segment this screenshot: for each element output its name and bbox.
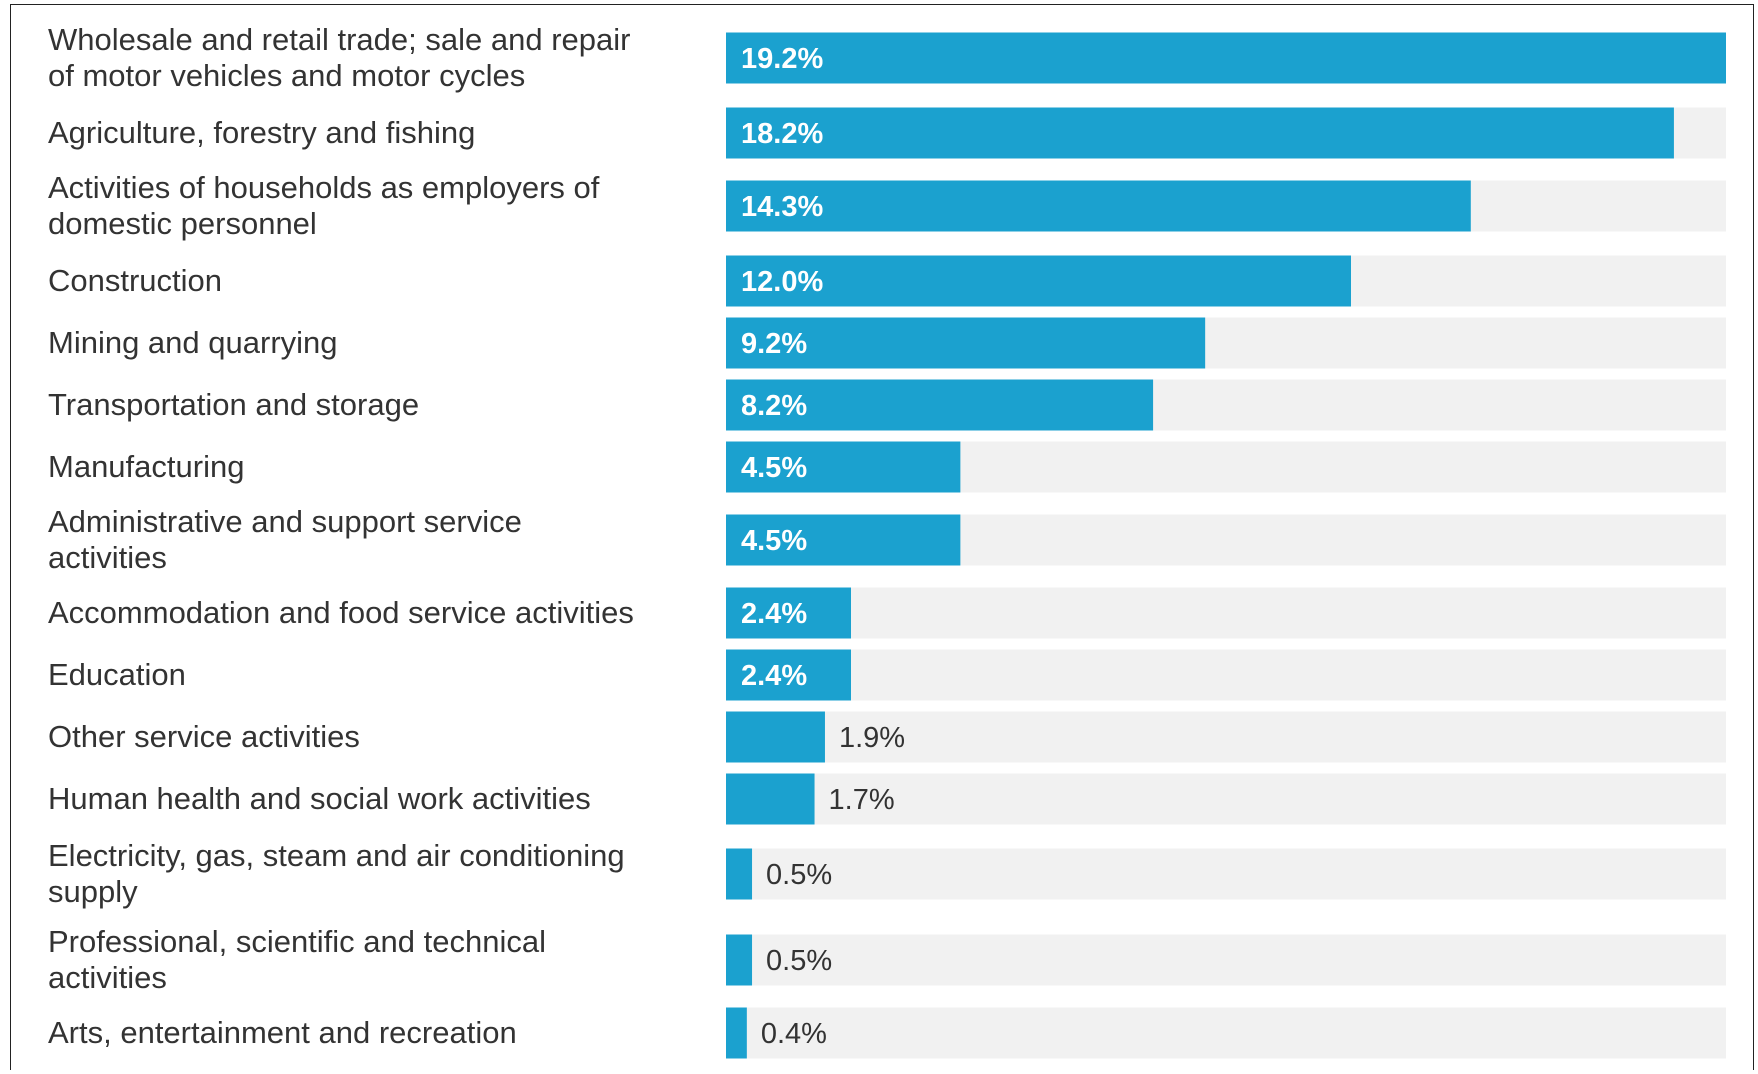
bar bbox=[726, 649, 851, 701]
bar-row: 2.4% Accommodation and food service activ… bbox=[48, 587, 1726, 639]
bar-row: 19.2% Wholesale and retail trade; sale an… bbox=[48, 22, 1726, 93]
bar-row: 12.0% Construction bbox=[48, 255, 1726, 307]
bar bbox=[726, 32, 1726, 84]
data-label: 8.2% bbox=[741, 390, 807, 422]
category-label: Wholesale and retail trade; sale and rep… bbox=[48, 22, 630, 93]
bar bbox=[726, 180, 1471, 232]
category-label: Agriculture, forestry and fishing bbox=[48, 115, 475, 150]
bar bbox=[726, 934, 753, 986]
bar bbox=[726, 848, 753, 900]
bar-track bbox=[726, 1007, 1726, 1059]
category-label: Manufacturing bbox=[48, 449, 244, 484]
data-label: 4.5% bbox=[741, 452, 807, 484]
data-label: 1.7% bbox=[829, 784, 895, 816]
category-label: Accommodation and food service activitie… bbox=[48, 595, 634, 630]
data-label: 14.3% bbox=[741, 191, 823, 223]
data-label: 0.5% bbox=[766, 859, 832, 891]
bar bbox=[726, 773, 815, 825]
bar-row: 2.4% Education bbox=[48, 649, 1726, 701]
bar bbox=[726, 107, 1674, 159]
bar-row: 0.5% Electricity, gas, steam and air cond… bbox=[48, 838, 1726, 909]
data-label: 2.4% bbox=[741, 660, 807, 692]
bar bbox=[726, 1007, 747, 1059]
data-label: 12.0% bbox=[741, 266, 823, 298]
category-label: Construction bbox=[48, 263, 222, 298]
category-label: Administrative and support service activi… bbox=[48, 504, 522, 575]
bar bbox=[726, 379, 1154, 431]
bar-row: 18.2% Agriculture, forestry and fishing bbox=[48, 107, 1726, 159]
category-label: Professional, scientific and technical ac… bbox=[48, 924, 546, 995]
category-label: Other service activities bbox=[48, 719, 360, 754]
bar-track bbox=[726, 934, 1726, 986]
bar bbox=[726, 441, 961, 493]
bar-row: 14.3% Activities of households as employe… bbox=[48, 170, 1726, 241]
category-label: Mining and quarrying bbox=[48, 325, 338, 360]
bar bbox=[726, 711, 825, 763]
data-label: 0.4% bbox=[761, 1018, 827, 1050]
bar-track bbox=[726, 711, 1726, 763]
bar-track bbox=[726, 649, 1726, 701]
bar-track bbox=[726, 848, 1726, 900]
bar-row: 0.4% Arts, entertainment and recreation bbox=[48, 1007, 1726, 1059]
category-label: Human health and social work activities bbox=[48, 781, 591, 816]
bar-row: 4.5% Manufacturing bbox=[48, 441, 1726, 493]
data-label: 9.2% bbox=[741, 328, 807, 360]
category-label: Electricity, gas, steam and air conditio… bbox=[48, 838, 625, 909]
data-label: 1.9% bbox=[839, 722, 905, 754]
bar-track bbox=[726, 587, 1726, 639]
category-label: Activities of households as employers of… bbox=[48, 170, 600, 241]
bar bbox=[726, 587, 851, 639]
data-label: 2.4% bbox=[741, 598, 807, 630]
data-label: 0.5% bbox=[766, 945, 832, 977]
bar bbox=[726, 514, 961, 566]
bar-row: 4.5% Administrative and support service ac… bbox=[48, 504, 1726, 575]
bar-row: 8.2% Transportation and storage bbox=[48, 379, 1726, 431]
data-label: 19.2% bbox=[741, 43, 823, 75]
category-label: Education bbox=[48, 657, 186, 692]
bar-track bbox=[726, 773, 1726, 825]
bar-row: 1.9% Other service activities bbox=[48, 711, 1726, 763]
bar-row: 1.7% Human health and social work activit… bbox=[48, 773, 1726, 825]
bar bbox=[726, 255, 1351, 307]
bar-row: 0.5% Professional, scientific and technic… bbox=[48, 924, 1726, 995]
category-label: Transportation and storage bbox=[48, 387, 419, 422]
bar bbox=[726, 317, 1206, 369]
data-label: 4.5% bbox=[741, 525, 807, 557]
bar-row: 9.2% Mining and quarrying bbox=[48, 317, 1726, 369]
category-label: Arts, entertainment and recreation bbox=[48, 1015, 517, 1050]
data-label: 18.2% bbox=[741, 118, 823, 150]
